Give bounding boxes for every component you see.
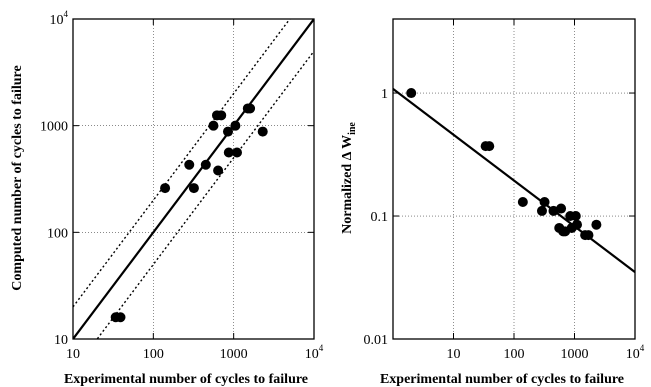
left-data-point [184,159,195,170]
left-y-tick-exponent: 4 [64,9,69,19]
left-y-tick-label: 100 [47,226,68,241]
left-data-point [230,120,241,131]
left-y-tick-label: 104 [50,9,69,28]
left-data-point [222,126,233,137]
left-bound-line [96,50,314,339]
left-x-tick-label: 100 [143,347,164,362]
right-data-point [517,197,528,208]
left-data-point [213,165,224,176]
left-chart: 10 100 1000 104 10 100 1000 104 Experimental n… [10,9,324,387]
left-fit-line [73,19,314,339]
right-x-tick-label: 1000 [561,347,589,362]
left-x-axis-label: Experimental number of cycles to failure [64,372,308,387]
left-data-point [216,110,227,121]
left-plot-frame [72,18,315,340]
right-data-point [572,219,583,230]
right-lines [393,88,635,273]
right-x-tick-label: 104 [626,343,645,362]
left-data-point [245,103,256,114]
left-data-point [257,126,268,137]
right-data-point [548,205,559,216]
right-points [406,88,602,241]
left-bound-line [73,19,291,308]
left-y-tick-label: 1000 [40,120,68,135]
left-data-point [188,183,199,194]
left-grid [73,19,314,339]
right-y-axis-label-subscript: ine [347,122,358,135]
left-data-point [115,312,126,323]
right-data-point [556,203,567,214]
left-y-tick-label: 10 [54,333,68,348]
right-x-tick-label: 100 [504,347,525,362]
left-data-point [208,120,219,131]
left-x-tick-label: 10 [66,347,80,362]
right-chart: 10 100 1000 104 0.01 0.1 1 Experimental numbe… [340,18,645,387]
right-x-tick-exponent: 4 [640,343,645,353]
right-data-point [539,197,550,208]
right-y-axis-label-main: Normalized Δ W [340,135,355,234]
right-grid [393,19,635,339]
left-y-axis-label: Computed number of cycles to failure [10,65,25,290]
left-data-point [160,183,171,194]
left-points [110,103,268,323]
right-data-point [583,230,594,241]
right-data-point [536,205,547,216]
left-data-point [200,159,211,170]
right-fit-line [393,88,635,273]
left-lines [73,19,314,339]
left-x-tick-exponent: 4 [319,343,324,353]
right-x-ticks: 10 100 1000 104 [447,19,645,362]
right-y-tick-label: 1 [381,87,388,102]
left-x-tick-label: 1000 [220,347,248,362]
right-data-point [406,88,417,99]
right-data-point [570,211,581,222]
right-y-ticks: 0.01 0.1 1 [364,87,635,348]
right-y-tick-label: 0.1 [371,210,389,225]
left-data-point [223,147,234,158]
right-x-axis-label: Experimental number of cycles to failure [380,372,624,387]
left-y-ticks: 10 100 1000 104 [40,9,314,348]
right-y-tick-label: 0.01 [364,333,389,348]
right-data-point [484,141,495,152]
right-data-point [591,219,602,230]
right-x-tick-label: 10 [447,347,461,362]
left-x-tick-label: 104 [305,343,324,362]
right-y-axis-label: Normalized Δ Wine [340,122,358,234]
left-data-point [231,147,242,158]
